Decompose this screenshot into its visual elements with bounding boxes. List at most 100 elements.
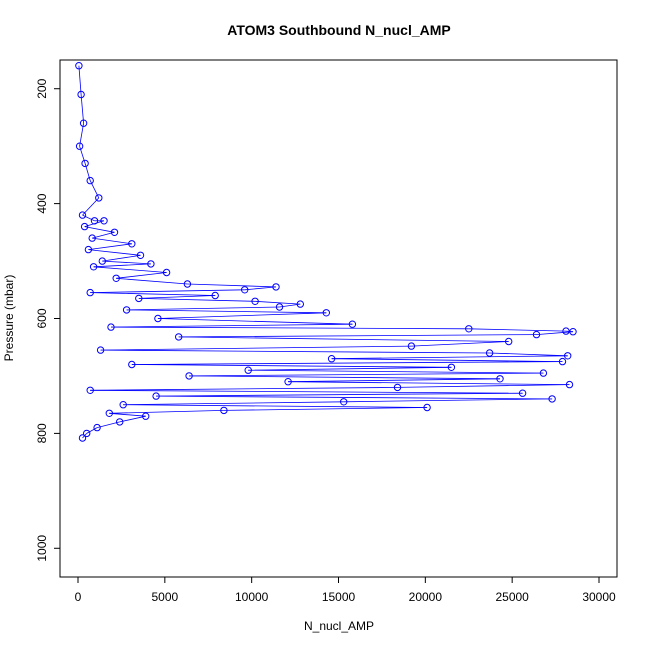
data-point bbox=[284, 378, 292, 386]
series-line-segment bbox=[82, 214, 95, 222]
data-point bbox=[128, 360, 136, 369]
series-line-segment bbox=[126, 306, 280, 311]
series-line-segment bbox=[80, 94, 84, 124]
x-tick-label: 20000 bbox=[409, 590, 443, 604]
series-line-segment bbox=[102, 260, 151, 265]
series-line-segment bbox=[331, 355, 568, 360]
data-point bbox=[136, 251, 145, 260]
series-line-segment bbox=[248, 369, 544, 374]
data-point bbox=[485, 349, 494, 357]
data-point bbox=[244, 366, 252, 374]
data-point bbox=[558, 357, 567, 366]
data-point bbox=[112, 274, 120, 282]
series-line-segment bbox=[131, 361, 563, 365]
data-point bbox=[86, 176, 94, 185]
data-point bbox=[147, 260, 155, 268]
series-line-segment bbox=[343, 398, 553, 403]
series-line-segment bbox=[189, 372, 544, 377]
series-line-segment bbox=[131, 364, 452, 368]
data-point bbox=[296, 300, 304, 308]
data-point bbox=[110, 228, 119, 237]
series-line-segment bbox=[88, 249, 141, 256]
series-line-segment bbox=[123, 404, 428, 408]
series-line-segment bbox=[411, 341, 509, 347]
x-tick-label: 25000 bbox=[495, 590, 529, 604]
data-point bbox=[83, 429, 91, 438]
data-point bbox=[81, 159, 89, 168]
data-point bbox=[447, 363, 456, 371]
x-tick-label: 0 bbox=[75, 590, 82, 604]
data-point bbox=[393, 383, 402, 392]
series-line-segment bbox=[109, 410, 224, 414]
series-line-segment bbox=[138, 298, 256, 302]
series-line-segment bbox=[248, 366, 452, 371]
series-line-segment bbox=[110, 323, 353, 328]
series-line-segment bbox=[93, 263, 151, 268]
series-line-segment bbox=[90, 292, 216, 296]
data-point bbox=[142, 412, 150, 420]
x-axis-label: N_nucl_AMP bbox=[304, 619, 374, 633]
series-line-segment bbox=[178, 336, 509, 342]
chart-title: ATOM3 Southbound N_nucl_AMP bbox=[227, 22, 450, 38]
data-point bbox=[185, 372, 193, 380]
series-line-segment bbox=[244, 286, 277, 291]
series-line-segment bbox=[92, 231, 115, 239]
series-line-segment bbox=[84, 226, 115, 233]
series-line-segment bbox=[90, 289, 245, 293]
data-point bbox=[86, 386, 94, 394]
series-line-segment bbox=[92, 237, 132, 245]
series-line-segment bbox=[86, 427, 98, 434]
y-tick-label: 800 bbox=[35, 423, 49, 443]
data-point bbox=[86, 288, 94, 297]
series-line-segment bbox=[116, 272, 167, 279]
plot-frame bbox=[59, 59, 618, 578]
series-line-segment bbox=[119, 415, 146, 423]
data-point bbox=[562, 327, 570, 335]
series-line-segment bbox=[100, 349, 490, 354]
data-point bbox=[105, 409, 114, 417]
y-axis-label: Pressure (mbar) bbox=[2, 275, 16, 362]
x-tick-label: 5000 bbox=[151, 590, 178, 604]
data-point bbox=[90, 217, 99, 225]
data-point bbox=[75, 61, 83, 70]
series-line-segment bbox=[123, 401, 344, 406]
series-line-segment bbox=[489, 352, 568, 357]
data-point bbox=[327, 355, 336, 363]
data-point bbox=[565, 380, 574, 389]
data-point bbox=[98, 257, 107, 265]
series-line-segment bbox=[331, 358, 563, 362]
data-point bbox=[135, 294, 143, 303]
data-point bbox=[128, 240, 136, 248]
y-tick-label: 1000 bbox=[35, 535, 49, 562]
y-tick-label: 200 bbox=[35, 78, 49, 98]
y-tick-label: 600 bbox=[35, 308, 49, 328]
series-line-segment bbox=[102, 254, 141, 262]
series-line-segment bbox=[156, 395, 553, 400]
x-tick-label: 30000 bbox=[582, 590, 616, 604]
series-line-segment bbox=[178, 334, 537, 338]
series-line-segment bbox=[223, 407, 428, 411]
series-line-segment bbox=[97, 421, 120, 428]
series-line-segment bbox=[189, 375, 501, 380]
data-point bbox=[564, 352, 572, 360]
series-line-segment bbox=[90, 389, 523, 394]
data-point bbox=[407, 342, 416, 350]
data-point bbox=[272, 283, 280, 291]
series-line-segment bbox=[288, 381, 570, 385]
data-point bbox=[152, 392, 160, 400]
series-line-segment bbox=[116, 277, 188, 285]
data-point bbox=[100, 217, 108, 225]
data-point bbox=[96, 346, 105, 354]
series-line-segment bbox=[187, 283, 277, 288]
series-line-segment bbox=[79, 123, 84, 147]
data-point bbox=[162, 268, 171, 277]
data-point bbox=[532, 330, 541, 339]
data-point bbox=[119, 401, 127, 409]
series-line-segment bbox=[536, 331, 574, 335]
data-point bbox=[496, 375, 504, 383]
data-point bbox=[220, 406, 228, 415]
data-point bbox=[89, 263, 98, 271]
series-line-segment bbox=[126, 309, 327, 314]
data-point bbox=[539, 369, 548, 377]
